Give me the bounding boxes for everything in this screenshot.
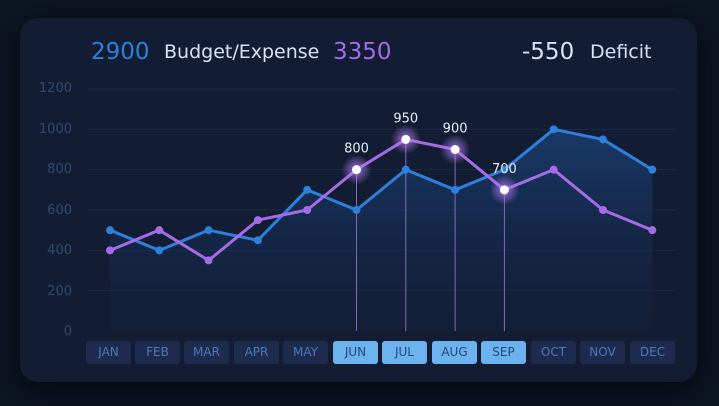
budget-point (648, 165, 657, 174)
y-tick-800: 800 (47, 162, 72, 177)
expense-point (648, 226, 657, 235)
expense-point (599, 206, 607, 214)
expense-point (155, 226, 164, 235)
budget-point (599, 135, 607, 144)
month-button-may[interactable]: MAY (283, 341, 328, 364)
y-tick-200: 200 (47, 284, 72, 299)
expense-point (204, 256, 213, 265)
highlight-point (450, 145, 460, 154)
point-value-label: 950 (393, 111, 418, 126)
highlight-point (352, 165, 361, 175)
y-tick-1000: 1000 (38, 122, 72, 137)
budget-point (155, 246, 164, 255)
budget-point (106, 226, 114, 235)
expense-point (253, 216, 262, 225)
budget-line (109, 127, 654, 252)
expense-point (549, 165, 558, 174)
point-value-label: 800 (344, 142, 369, 157)
month-button-dec[interactable]: DEC (630, 341, 675, 364)
y-tick-600: 600 (47, 203, 72, 218)
month-button-jul[interactable]: JUL (382, 341, 427, 364)
budget-point (451, 185, 460, 194)
budget-point (401, 165, 410, 174)
expense-line (109, 137, 653, 262)
month-button-apr[interactable]: APR (234, 341, 279, 364)
budget-point (549, 125, 558, 134)
expense-point (303, 206, 312, 214)
deficit-value: -550 (522, 39, 575, 65)
expense-point (106, 246, 114, 255)
month-button-mar[interactable]: MAR (184, 341, 229, 364)
budget-point (303, 185, 312, 194)
month-button-oct[interactable]: OCT (531, 341, 576, 364)
month-button-jan[interactable]: JAN (86, 341, 131, 364)
expense-total: 3350 (333, 39, 392, 65)
deficit-label: Deficit (590, 41, 652, 63)
budget-point (204, 226, 213, 235)
highlight-point (401, 134, 411, 144)
y-tick-0: 0 (63, 324, 72, 339)
month-button-feb[interactable]: FEB (135, 341, 180, 364)
chart-title: Budget/Expense (164, 41, 320, 63)
month-button-aug[interactable]: AUG (432, 341, 477, 364)
month-button-sep[interactable]: SEP (481, 341, 526, 364)
budget-point (253, 236, 262, 245)
budget-total: 2900 (91, 39, 150, 65)
budget-area (110, 129, 653, 331)
month-button-jun[interactable]: JUN (333, 341, 378, 364)
budget-point (352, 206, 361, 214)
month-button-nov[interactable]: NOV (580, 341, 625, 364)
y-tick-1200: 1200 (38, 81, 72, 96)
highlight-point (499, 185, 509, 195)
budget-point (500, 165, 509, 174)
point-value-label: 900 (443, 122, 468, 137)
point-value-label: 700 (492, 162, 517, 177)
y-tick-400: 400 (47, 243, 72, 258)
